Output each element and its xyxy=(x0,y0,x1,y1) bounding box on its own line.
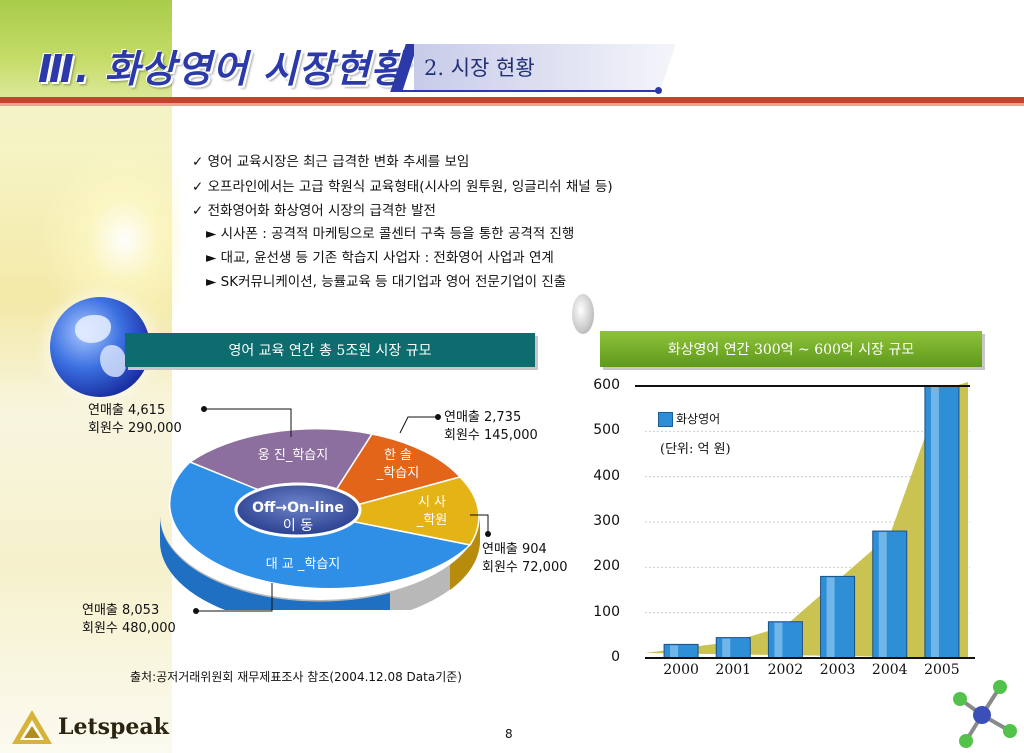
callout-sisa-members: 회원수 72,000 xyxy=(482,560,568,575)
legend-label: 화상영어 xyxy=(676,412,721,426)
globe-continent-decoration xyxy=(100,345,126,377)
bar-chart xyxy=(635,382,975,659)
molecule-icon xyxy=(953,680,1017,748)
bar-highlight xyxy=(722,638,731,657)
callout-hansol-sales: 연매출 2,735 xyxy=(444,410,522,425)
bar-2003 xyxy=(820,575,856,659)
callout-sisa-sales: 연매출 904 xyxy=(482,542,547,557)
x-tick-label: 2000 xyxy=(663,662,699,678)
sub-bullet-item: ► 시사폰 : 공격적 마케팅으로 콜센터 구축 등을 통한 공격적 진행 xyxy=(206,226,575,242)
section-subtitle: 2. 시장 현황 xyxy=(424,56,535,80)
pie-center-label-2: 이 동 xyxy=(282,518,314,534)
y-tick-label: 400 xyxy=(593,467,620,484)
bar-2005 xyxy=(924,385,960,659)
subtitle-box xyxy=(414,44,676,90)
y-tick-label: 0 xyxy=(611,649,620,665)
bullet-item: ✓ 전화영어화 화상영어 시장의 급격한 발전 xyxy=(192,203,436,219)
letspeak-logo-text: Letspeak xyxy=(58,714,169,740)
pie-label-daekyo: 대 교 _학습지 xyxy=(265,557,341,572)
pie-panel-header: 영어 교육 연간 총 5조원 시장 규모 xyxy=(125,333,535,367)
pie-center-badge xyxy=(234,482,362,538)
sub-bullet-item: ► SK커뮤니케이션, 능률교육 등 대기업과 영어 전문기업이 진출 xyxy=(206,274,567,290)
bar-2000 xyxy=(663,643,699,659)
bar-highlight xyxy=(774,622,783,657)
sub-bullet-item: ► 대교, 윤선생 등 기존 학습지 사업자 : 전화영어 사업과 연계 xyxy=(206,250,554,266)
bar-highlight xyxy=(826,577,835,657)
bar-2004 xyxy=(872,530,908,659)
pie-slice-sisa xyxy=(319,476,480,546)
pie-label-hansol-1: 한 솔 xyxy=(383,448,413,463)
letspeak-logo-icon xyxy=(12,710,52,744)
bar-highlight xyxy=(670,645,679,657)
pie-slice-hansol xyxy=(318,433,462,517)
x-tick-label: 2004 xyxy=(871,662,908,678)
bullet-item: ✓ 오프라인에서는 고급 학원식 교육형태(시사의 원투원, 잉글리쉬 채널 등… xyxy=(192,179,613,195)
subtitle-underline xyxy=(392,90,658,92)
pie-label-sisa-1: 시 사 xyxy=(417,495,447,510)
header-divider-shadow xyxy=(0,103,1024,106)
pie-center-label-1: Off→On-line xyxy=(252,500,344,516)
globe-continent-decoration xyxy=(75,315,111,343)
y-tick-label: 500 xyxy=(593,422,620,439)
x-tick-label: 2005 xyxy=(924,662,960,678)
page-title: Ⅲ. 화상영어 시장현황 xyxy=(38,47,407,91)
x-tick-label: 2001 xyxy=(715,662,752,678)
unit-note: (단위: 억 원) xyxy=(660,442,731,457)
y-tick-label: 100 xyxy=(593,603,620,620)
callout-leader-lines xyxy=(193,406,491,614)
y-tick-label: 600 xyxy=(593,377,620,393)
pie-side-gold xyxy=(450,515,481,590)
y-tick-label: 200 xyxy=(593,558,620,575)
bar-2001 xyxy=(715,637,751,659)
pie-label-woongjin: 웅 진_학습지 xyxy=(257,448,329,463)
header-divider xyxy=(0,97,1024,103)
y-tick-label: 300 xyxy=(593,513,620,529)
chart-title: 화상영어 연간 300억 ~ 600억 시장 규모 xyxy=(600,331,982,367)
pie-label-sisa-2: _학원 xyxy=(416,513,448,528)
bar-2002 xyxy=(767,621,803,659)
callout-daekyo-members: 회원수 480,000 xyxy=(82,621,176,636)
bullet-item: ✓ 영어 교육시장은 최근 급격한 변화 추세를 보임 xyxy=(192,154,470,170)
bar-highlight xyxy=(878,532,887,657)
x-tick-label: 2002 xyxy=(767,662,804,678)
decorative-green-corner xyxy=(0,0,172,98)
callout-hansol-members: 회원수 145,000 xyxy=(444,428,538,443)
pie-label-hansol-2: _학습지 xyxy=(376,466,420,481)
source-note: 출처:공저거래위원회 재무제표조사 참조(2004.12.08 Data기준) xyxy=(130,670,462,684)
bar-highlight xyxy=(930,387,939,657)
subtitle-dot xyxy=(655,87,662,94)
decorative-silver-ornament xyxy=(572,294,594,334)
callout-woongjin-members: 회원수 290,000 xyxy=(88,421,182,436)
pie-side-blue xyxy=(159,515,390,610)
callout-woongjin-sales: 연매출 4,615 xyxy=(88,403,166,418)
callout-daekyo-sales: 연매출 8,053 xyxy=(82,603,160,618)
pie-chart xyxy=(159,428,481,610)
x-tick-label: 2003 xyxy=(819,662,856,678)
page-number: 8 xyxy=(505,727,513,741)
legend-swatch xyxy=(658,412,673,427)
